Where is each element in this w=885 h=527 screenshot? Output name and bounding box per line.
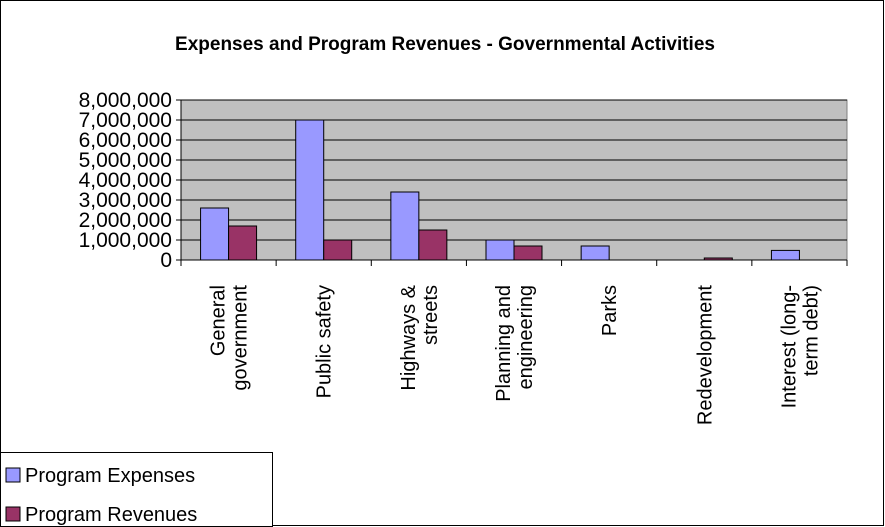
y-tick-label: 7,000,000 — [79, 109, 172, 132]
y-tick-label: 4,000,000 — [79, 169, 172, 192]
y-tick-label: 6,000,000 — [79, 129, 172, 152]
bar — [703, 257, 733, 261]
bar — [770, 249, 800, 261]
x-tick-label: Highways & — [398, 284, 420, 390]
y-tick-label: 0 — [160, 249, 172, 272]
bar — [580, 245, 610, 261]
legend: Program Expenses Program Revenues — [0, 452, 273, 527]
x-tick-label: term debt) — [800, 285, 822, 376]
bar — [200, 207, 230, 261]
x-tick-label: General — [208, 285, 230, 356]
legend-label: Program Expenses — [25, 465, 195, 487]
x-tick-label: Planning and — [493, 285, 515, 402]
y-tick-label: 1,000,000 — [79, 229, 172, 252]
x-tick-label: Redevelopment — [694, 285, 716, 426]
plot-area: 01,000,0002,000,0003,000,0004,000,0005,0… — [79, 89, 848, 426]
x-tick-label: Interest (long- — [778, 285, 800, 408]
y-tick-label: 8,000,000 — [79, 89, 172, 112]
x-tick-label: streets — [420, 285, 442, 345]
legend-swatch — [5, 467, 21, 483]
bar — [228, 225, 258, 261]
x-tick-label: government — [230, 285, 252, 391]
bar — [513, 245, 543, 261]
bar — [390, 191, 420, 261]
bar — [295, 119, 325, 261]
y-tick-label: 3,000,000 — [79, 189, 172, 212]
bar — [485, 239, 515, 261]
bar — [418, 229, 448, 261]
y-tick-label: 2,000,000 — [79, 209, 172, 232]
legend-swatch — [5, 506, 21, 522]
x-tick-label: Public safety — [314, 285, 336, 398]
chart-title: Expenses and Program Revenues - Governme… — [175, 34, 715, 55]
y-tick-label: 5,000,000 — [79, 149, 172, 172]
x-tick-label: Parks — [599, 285, 621, 336]
legend-box — [0, 452, 273, 527]
legend-label: Program Revenues — [25, 504, 197, 526]
bar — [323, 239, 353, 261]
x-tick-label: engineering — [515, 285, 537, 390]
